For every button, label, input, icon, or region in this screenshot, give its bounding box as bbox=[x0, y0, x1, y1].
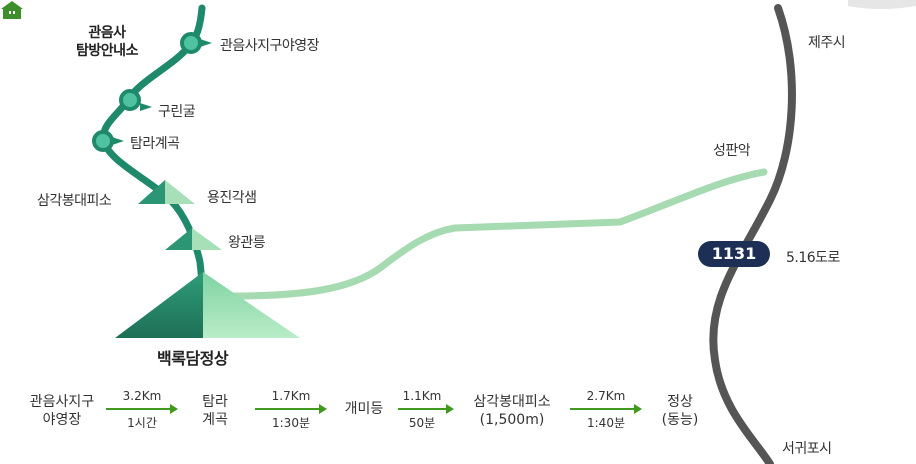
seogwipo-city-label: 서귀포시 bbox=[782, 441, 832, 457]
leg-arrow-icon bbox=[570, 404, 642, 414]
course-step: 탐라 계곡 bbox=[190, 393, 240, 429]
leg-time: 1:40분 bbox=[587, 416, 625, 430]
step-line2: (동능) bbox=[661, 412, 699, 428]
samgak-shelter-label: 삼각봉대피소 bbox=[37, 193, 112, 209]
gurin-cave-marker bbox=[119, 89, 141, 111]
road-number-badge: 1131 bbox=[698, 241, 770, 267]
course-step: 개미등 bbox=[334, 400, 394, 418]
step-line2: (1,500m) bbox=[479, 412, 545, 428]
leg-time: 1시간 bbox=[127, 416, 157, 430]
step-line1: 삼각봉대피소 bbox=[473, 394, 551, 410]
visitor-center-label: 탐방안내소 bbox=[76, 43, 138, 59]
gurin-cave-label: 구린굴 bbox=[158, 104, 196, 120]
step-line1: 관음사지구 bbox=[29, 394, 95, 410]
leg-distance: 2.7Km bbox=[586, 389, 626, 403]
tamna-pointer bbox=[112, 137, 124, 145]
course-step: 정상 (동능) bbox=[652, 393, 708, 429]
leg-arrow-icon bbox=[255, 404, 327, 414]
step-line1: 탐라 bbox=[202, 394, 228, 410]
gwaneumsa-label: 관음사 bbox=[88, 25, 126, 41]
yongjin-gaksaem-label: 용진각샘 bbox=[207, 190, 257, 206]
course-step: 관음사지구 야영장 bbox=[22, 393, 102, 429]
leg-arrow-icon bbox=[398, 404, 454, 414]
summit-label: 백록담정상 bbox=[157, 349, 229, 368]
leg-distance: 1.1Km bbox=[402, 389, 442, 403]
visitor-center-house-icon bbox=[1, 1, 23, 19]
leg-time: 50분 bbox=[408, 416, 436, 430]
campground-label: 관음사지구야영장 bbox=[220, 38, 320, 54]
summit-peak-icon bbox=[115, 272, 300, 338]
step-line1: 정상 bbox=[667, 394, 693, 410]
main-road bbox=[709, 4, 796, 464]
step-line1: 개미등 bbox=[344, 401, 384, 417]
leg-arrow-icon bbox=[106, 404, 178, 414]
road-name-label: 5.16도로 bbox=[786, 250, 840, 266]
leg-time: 1:30분 bbox=[272, 416, 310, 430]
tamna-valley-marker bbox=[92, 130, 114, 152]
step-line2: 계곡 bbox=[202, 412, 228, 428]
course-step: 삼각봉대피소 (1,500m) bbox=[462, 393, 562, 429]
step-line2: 야영장 bbox=[42, 412, 82, 428]
campground-pointer bbox=[200, 39, 212, 47]
jeju-city-label: 제주시 bbox=[808, 35, 846, 51]
campground-marker bbox=[180, 32, 202, 54]
tamna-valley-label: 탐라계곡 bbox=[130, 136, 180, 152]
wanggwan-peak-icon bbox=[165, 228, 222, 250]
leg-distance: 3.2Km bbox=[122, 389, 162, 403]
top-tab-shape bbox=[848, 0, 916, 9]
samgak-peak-icon bbox=[138, 180, 195, 204]
leg-distance: 1.7Km bbox=[271, 389, 311, 403]
seongpanak-label: 성판악 bbox=[713, 143, 751, 159]
wanggwan-reung-label: 왕관릉 bbox=[228, 235, 266, 251]
gurin-pointer bbox=[140, 103, 152, 111]
seongpanak-trail bbox=[228, 168, 768, 300]
